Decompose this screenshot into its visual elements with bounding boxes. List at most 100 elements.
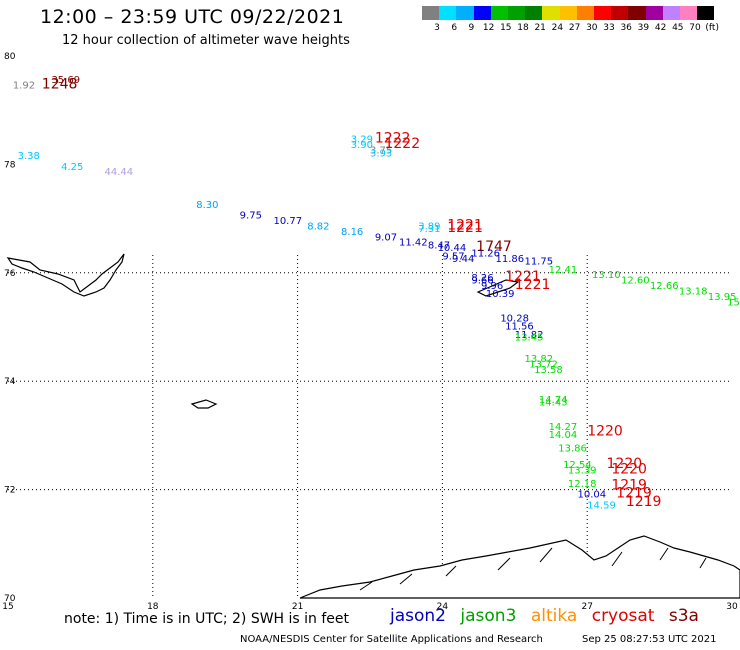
scale-label: 3 bbox=[434, 23, 440, 33]
wave-height-label: 12.18 bbox=[568, 479, 597, 490]
x-tick-label: 24 bbox=[437, 602, 449, 612]
coastline bbox=[6, 253, 740, 599]
y-tick-label: 72 bbox=[4, 486, 15, 496]
wave-height-label: 8.30 bbox=[196, 200, 218, 211]
y-tick-label: 76 bbox=[4, 269, 16, 279]
legend-altika: altika bbox=[530, 606, 578, 626]
wave-height-label: 3.89 bbox=[418, 221, 440, 232]
wave-height-label: 8.47 bbox=[428, 240, 450, 251]
wave-height-label: 13.72 bbox=[529, 360, 558, 371]
wave-height-label: 9.66 bbox=[471, 276, 493, 287]
wave-height-label: 1221 bbox=[505, 269, 541, 285]
wave-height-label: 10.28 bbox=[500, 314, 529, 325]
wave-height-label: 1221 bbox=[515, 277, 551, 293]
scale-label: 42 bbox=[654, 23, 667, 33]
wave-height-label: 9.96 bbox=[481, 281, 503, 292]
wave-height-label: 1219 bbox=[611, 478, 647, 494]
bear-island bbox=[190, 399, 218, 409]
scale-label: 70 bbox=[689, 23, 701, 33]
scale-label: 24 bbox=[551, 23, 564, 33]
scale-label: 36 bbox=[620, 23, 632, 33]
wave-height-label: 15 bbox=[727, 297, 740, 308]
wave-height-label: 3.38 bbox=[18, 151, 40, 162]
wave-height-label: 13.18 bbox=[679, 286, 708, 297]
scale-swatch bbox=[576, 6, 594, 20]
wave-height-label: 8.26 bbox=[471, 273, 493, 284]
legend-jason3: jason3 bbox=[460, 606, 517, 626]
wave-height-label: 3.75 bbox=[370, 146, 392, 157]
wave-height-label: 14.27 bbox=[549, 422, 578, 433]
scale-swatch bbox=[662, 6, 680, 20]
wave-height-label: 35.69 bbox=[51, 75, 80, 86]
wave-height-label: 3.29 bbox=[351, 135, 373, 146]
scale-label: 15 bbox=[500, 23, 512, 33]
scale-swatch bbox=[697, 6, 715, 20]
y-tick-label: 70 bbox=[4, 594, 16, 604]
wave-height-label: 12.60 bbox=[621, 276, 650, 287]
scale-label: 6 bbox=[451, 23, 458, 33]
wave-height-label: 13.45 bbox=[515, 333, 544, 344]
page-title: 12:00 – 23:59 UTC 09/22/2021 bbox=[40, 6, 345, 28]
wave-height-label: 10.39 bbox=[486, 289, 515, 300]
scale-swatch bbox=[422, 6, 440, 20]
scale-swatch bbox=[542, 6, 560, 20]
wave-height-label: 9.44 bbox=[452, 254, 474, 265]
wave-height-label: 1.92 bbox=[13, 81, 35, 92]
norway-coast bbox=[299, 535, 740, 599]
scale-swatch bbox=[645, 6, 663, 20]
scale-label: 9 bbox=[468, 23, 475, 33]
wave-height-label: 13.95 bbox=[708, 292, 737, 303]
x-tick-label: 30 bbox=[726, 602, 738, 612]
wave-height-label: 9.75 bbox=[240, 211, 262, 222]
wave-height-label: 7.31 bbox=[418, 224, 440, 235]
wave-height-label: 4.25 bbox=[61, 162, 83, 173]
wave-height-label: 13.10 bbox=[592, 270, 621, 281]
wave-height-label: 12.41 bbox=[549, 265, 578, 276]
wave-height-label: 9.07 bbox=[375, 232, 397, 243]
scale-swatch bbox=[611, 6, 629, 20]
wave-height-label: 11.75 bbox=[524, 257, 553, 268]
wave-height-label: 3.93 bbox=[370, 148, 392, 159]
map-note: note: 1) Time is in UTC; 2) SWH is in fe… bbox=[64, 611, 350, 627]
y-tick-label: 74 bbox=[4, 377, 16, 387]
scale-label: 30 bbox=[586, 23, 598, 33]
wave-height-label: 1248 bbox=[42, 77, 78, 93]
wave-height-label: 14.43 bbox=[539, 398, 568, 409]
wave-height-label: 14.59 bbox=[587, 501, 616, 512]
scale-label: 45 bbox=[672, 23, 684, 33]
generation-timestamp: Sep 25 08:27:53 UTC 2021 bbox=[582, 634, 717, 645]
wave-height-label: 11.56 bbox=[505, 322, 534, 333]
scale-swatch bbox=[439, 6, 457, 20]
wave-height-label: 1220 bbox=[607, 456, 643, 472]
x-tick-label: 21 bbox=[292, 602, 303, 612]
wave-height-label: 1222 bbox=[375, 131, 411, 147]
wave-height-label: 14.04 bbox=[549, 430, 578, 441]
y-tick-label: 80 bbox=[4, 52, 16, 62]
scale-swatch bbox=[473, 6, 491, 20]
x-tick-label: 15 bbox=[2, 602, 13, 612]
wave-height-label: 1220 bbox=[611, 461, 647, 477]
legend-jason2: jason2 bbox=[390, 606, 446, 626]
wave-height-label: 11.26 bbox=[471, 249, 500, 260]
wave-height-label: 11.82 bbox=[515, 330, 544, 341]
wave-height-label: 10.44 bbox=[438, 243, 467, 254]
scale-swatch bbox=[490, 6, 508, 20]
wave-height-label: 10.04 bbox=[578, 490, 607, 501]
legend-cryosat: cryosat bbox=[591, 606, 655, 626]
scale-swatch bbox=[456, 6, 474, 20]
wave-height-label: 1221 bbox=[447, 217, 483, 233]
norway-fjords bbox=[359, 547, 707, 591]
x-tick-label: 18 bbox=[147, 602, 159, 612]
wave-height-label: 10.77 bbox=[273, 216, 302, 227]
x-tick-label: 27 bbox=[581, 602, 592, 612]
wave-height-label: 13.39 bbox=[568, 465, 597, 476]
scale-swatch bbox=[680, 6, 698, 20]
scale-swatch bbox=[559, 6, 577, 20]
wave-height-label: 13.86 bbox=[558, 444, 587, 455]
scale-swatch bbox=[508, 6, 526, 20]
wave-height-label: 1219 bbox=[616, 486, 652, 502]
svalbard-coast bbox=[6, 253, 125, 297]
edge-island-coast bbox=[476, 279, 520, 297]
footer-credit: NOAA/NESDIS Center for Satellite Applica… bbox=[240, 634, 543, 645]
